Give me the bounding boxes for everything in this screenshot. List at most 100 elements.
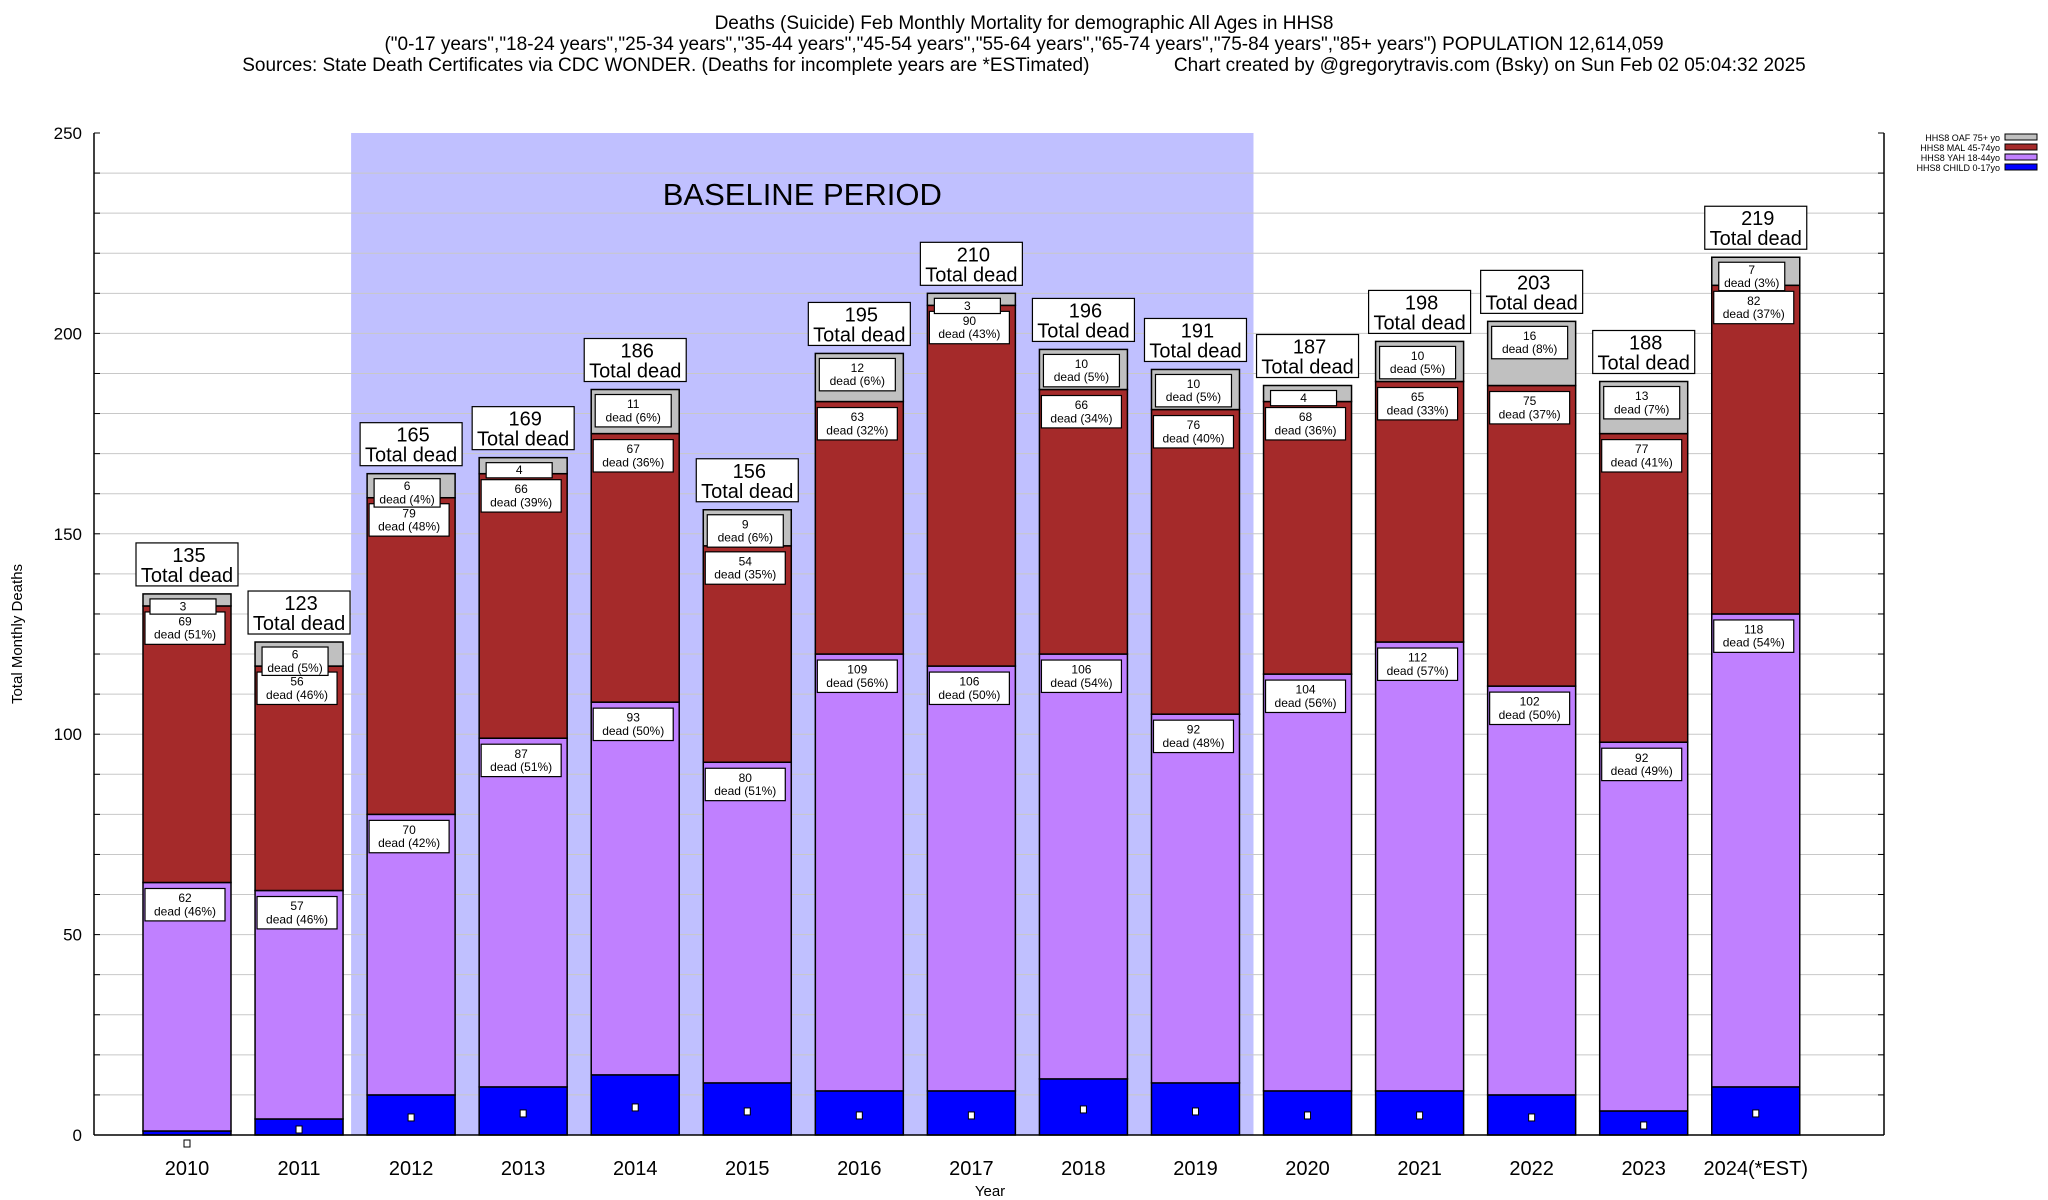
mal-label-box <box>1601 439 1683 473</box>
child-value-marker <box>1191 1107 1199 1116</box>
mal-label-text: dead (32%) <box>826 423 888 437</box>
oaf-label-text: 6 <box>404 479 411 493</box>
mal-label-text: dead (34%) <box>1050 411 1112 425</box>
mal-label-box <box>816 406 898 441</box>
total-label-box <box>247 590 351 635</box>
total-label-value: 203 <box>1517 272 1550 294</box>
oaf-label-text: 4 <box>1300 391 1307 405</box>
mal-label-text: dead (35%) <box>714 568 776 582</box>
y-tick-label: 50 <box>63 926 82 945</box>
mal-label-text: 76 <box>1187 418 1201 432</box>
mal-label-text: dead (36%) <box>602 455 664 469</box>
bar-segment-hhs8-mal-45-74yo <box>1262 400 1353 675</box>
oaf-label-text: dead (4%) <box>379 492 434 506</box>
oaf-label-text: 3 <box>964 299 971 313</box>
x-tick-label: 2015 <box>725 1158 770 1180</box>
mal-label-text: 56 <box>290 675 304 689</box>
mal-label-text: 75 <box>1523 394 1537 408</box>
mal-label-box <box>1152 414 1235 449</box>
mal-label-box <box>928 310 1010 345</box>
total-label-suffix: Total dead <box>1710 228 1802 250</box>
x-tick-label: 2021 <box>1397 1158 1442 1180</box>
total-label-value: 196 <box>1069 300 1102 322</box>
total-label-box <box>471 406 575 451</box>
legend-swatch <box>2004 163 2038 171</box>
bar-segment-hhs8-mal-45-74yo <box>814 400 905 655</box>
oaf-label-box <box>1042 353 1121 388</box>
yah-label-box <box>704 767 786 802</box>
total-label-suffix: Total dead <box>813 324 905 346</box>
total-label-suffix: Total dead <box>1149 340 1241 362</box>
x-tick-label: 2020 <box>1285 1158 1330 1180</box>
oaf-label-text: 16 <box>1523 329 1537 343</box>
total-label-value: 156 <box>733 461 766 483</box>
total-label-box <box>807 301 911 347</box>
total-label-value: 188 <box>1629 332 1662 354</box>
legend-swatch <box>2004 133 2038 141</box>
bar-segment-hhs8-yah-18-44yo <box>814 653 905 1092</box>
bar-segment-hhs8-mal-45-74yo <box>478 472 568 739</box>
total-label-box <box>1255 333 1360 379</box>
mal-label-text: 65 <box>1411 390 1425 404</box>
oaf-label-text: dead (5%) <box>267 661 322 675</box>
bar-segment-hhs8-yah-18-44yo <box>366 813 456 1096</box>
oaf-label-text: 10 <box>1411 349 1425 363</box>
bar-segment-hhs8-yah-18-44yo <box>142 881 232 1132</box>
total-label-box <box>1480 269 1584 314</box>
yah-label-box <box>144 887 226 922</box>
total-label-value: 135 <box>172 545 205 567</box>
bar-segment-hhs8-yah-18-44yo <box>1711 613 1801 1088</box>
yah-label-text: 70 <box>402 823 416 837</box>
oaf-label-box <box>1378 345 1457 380</box>
x-tick-label: 2016 <box>837 1158 882 1180</box>
mal-label-text: dead (37%) <box>1723 307 1785 321</box>
total-label-box <box>1143 317 1248 363</box>
yah-label-box <box>1601 747 1683 782</box>
total-label-value: 187 <box>1293 337 1326 359</box>
yah-label-text: 92 <box>1635 751 1649 765</box>
yah-label-box <box>1376 647 1459 682</box>
oaf-label-text: dead (5%) <box>1166 390 1221 404</box>
mal-label-box <box>144 611 226 645</box>
total-label-box <box>919 241 1023 286</box>
bar-segment-hhs8-mal-45-74yo <box>1598 432 1689 743</box>
x-tick-label: 2022 <box>1509 1158 1554 1180</box>
yah-label-box <box>1264 679 1347 714</box>
yah-label-text: 118 <box>1744 623 1763 637</box>
legend-label: HHS8 MAL 45-74yo <box>1920 143 2000 153</box>
oaf-label-box <box>149 598 217 615</box>
oaf-label-text: 13 <box>1635 389 1649 403</box>
child-value-marker <box>295 1125 303 1134</box>
total-label-box <box>1704 205 1808 250</box>
oaf-label-text: dead (6%) <box>718 531 773 545</box>
yah-label-text: dead (50%) <box>1499 708 1561 722</box>
yah-label-text: dead (54%) <box>1050 676 1112 690</box>
bar-segment-hhs8-mal-45-74yo <box>1374 380 1465 643</box>
x-tick-label: 2012 <box>389 1158 434 1180</box>
y-axis-label: Total Monthly Deaths <box>9 564 26 704</box>
yah-label-box <box>256 895 338 930</box>
chart-title: Deaths (Suicide) Feb Monthly Mortality f… <box>714 13 1334 34</box>
yah-label-text: dead (50%) <box>938 688 1000 702</box>
oaf-label-text: dead (6%) <box>606 410 661 424</box>
oaf-label-group: 3 <box>149 598 217 615</box>
oaf-label-box <box>1718 261 1786 292</box>
bar-segment-hhs8-mal-45-74yo <box>1486 384 1577 687</box>
yah-label-text: 106 <box>1071 663 1091 677</box>
legend-label: HHS8 OAF 75+ yo <box>1925 133 2000 143</box>
legend-label: HHS8 YAH 18-44yo <box>1921 153 2000 163</box>
yah-label-text: dead (56%) <box>826 676 888 690</box>
yah-label-text: 102 <box>1520 695 1540 709</box>
mal-label-box <box>1713 290 1795 325</box>
yah-label-box <box>480 743 562 778</box>
oaf-label-group: 4 <box>485 462 553 479</box>
yah-label-text: dead (57%) <box>1387 664 1449 678</box>
yah-label-text: 112 <box>1408 651 1427 665</box>
yah-label-text: dead (42%) <box>378 836 440 850</box>
oaf-label-text: 10 <box>1075 357 1089 371</box>
yah-label-text: 104 <box>1296 683 1316 697</box>
mal-label-box <box>256 671 338 706</box>
